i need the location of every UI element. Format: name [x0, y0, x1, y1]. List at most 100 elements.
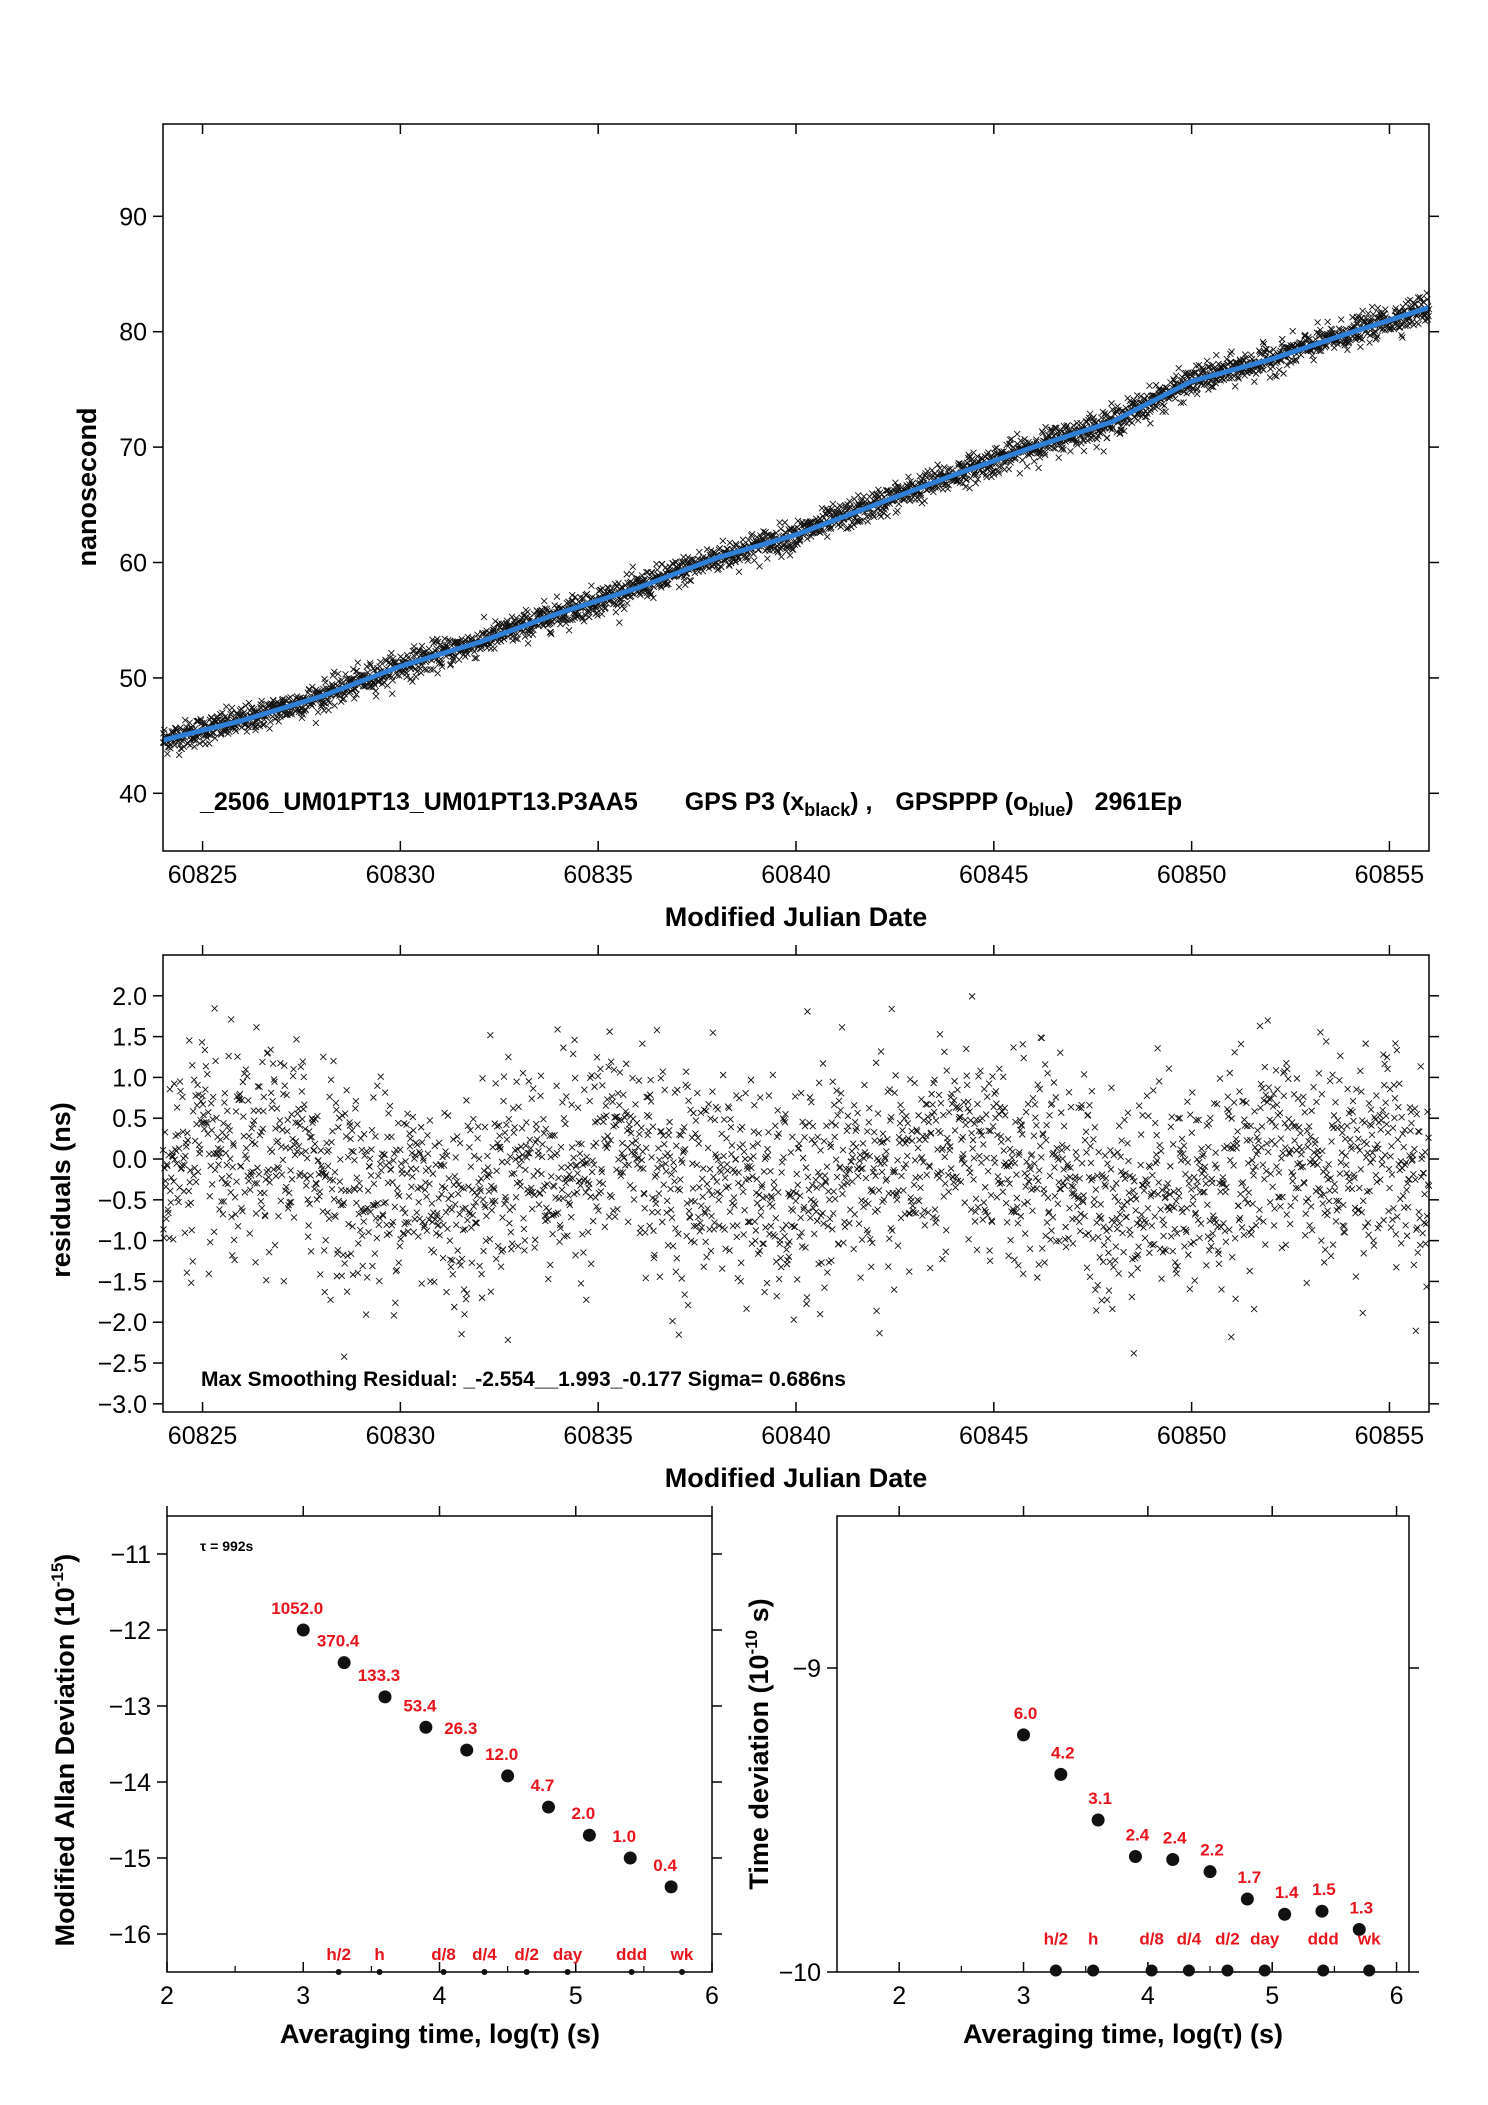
- residual-data-point: [875, 1186, 883, 1194]
- residual-data-point: [175, 1198, 182, 1206]
- residual-data-point: [1066, 1205, 1073, 1212]
- residual-data-point: [1100, 1241, 1108, 1249]
- residual-data-point: [441, 1109, 448, 1117]
- residual-data-point: [755, 1191, 763, 1199]
- residual-data-point: [170, 1178, 178, 1185]
- residual-data-point: [176, 1078, 184, 1085]
- residual-data-point: [366, 1155, 374, 1163]
- phase-data-point: [240, 709, 248, 716]
- residual-data-point: [303, 1154, 311, 1162]
- residual-data-point: [414, 1233, 422, 1240]
- residual-data-point: [485, 1188, 493, 1195]
- residual-data-point: [1123, 1198, 1131, 1206]
- residual-data-point: [917, 1184, 924, 1191]
- residual-data-point: [1134, 1265, 1142, 1272]
- residual-data-point: [435, 1195, 443, 1202]
- residual-data-point: [771, 1122, 779, 1130]
- phase-data-point: [750, 550, 757, 558]
- residual-data-point: [1020, 1054, 1028, 1062]
- residual-data-point: [1082, 1128, 1090, 1136]
- residual-data-point: [635, 1077, 643, 1084]
- residual-data-point: [806, 1094, 814, 1101]
- residual-data-point: [1143, 1092, 1151, 1100]
- residual-data-point: [194, 1081, 201, 1089]
- residual-data-point: [1137, 1161, 1144, 1169]
- residual-data-point: [685, 1097, 692, 1105]
- residual-data-point: [646, 1222, 653, 1230]
- phase-data-point: [471, 648, 478, 655]
- residual-data-point: [970, 1176, 977, 1183]
- phase-data-point: [885, 489, 893, 496]
- residual-data-point: [545, 1146, 553, 1153]
- phase-data-point: [331, 702, 338, 709]
- residual-data-point: [894, 1242, 902, 1249]
- residual-data-point: [219, 1211, 227, 1218]
- phase-data-point: [350, 695, 358, 702]
- residual-data-point: [514, 1242, 522, 1250]
- residual-data-point: [796, 1192, 804, 1200]
- residual-data-point: [638, 1124, 645, 1132]
- residual-data-point: [218, 1175, 226, 1182]
- residual-data-point: [267, 1046, 274, 1053]
- residual-data-point: [439, 1254, 447, 1262]
- residual-data-point: [790, 1316, 798, 1324]
- residual-data-point: [253, 1023, 260, 1031]
- phase-data-point: [764, 555, 771, 562]
- residual-data-point: [1104, 1160, 1111, 1167]
- residual-data-point: [793, 1170, 801, 1178]
- residual-data-point: [359, 1262, 367, 1270]
- residual-data-point: [1092, 1186, 1100, 1193]
- residual-data-point: [463, 1097, 470, 1104]
- residual-data-point: [529, 1085, 537, 1092]
- residual-data-point: [757, 1205, 765, 1212]
- phase-data-point: [602, 604, 609, 612]
- residual-data-point: [840, 1239, 847, 1247]
- phase-data-point: [309, 683, 316, 691]
- phase-data-point: [995, 467, 1002, 475]
- phase-annot-ppp: GPSPPP (o: [895, 788, 1028, 816]
- phase-data-point: [691, 569, 699, 577]
- residual-data-point: [894, 1157, 901, 1164]
- residuals-chart: 60825 60830 60835 60840 60845 60850 60855−3.0−…: [46, 945, 1439, 1493]
- phase-data-point: [934, 461, 942, 469]
- residual-data-point: [505, 1053, 512, 1061]
- phase-ytick-label: 40: [119, 780, 147, 808]
- residual-data-point: [1041, 1061, 1049, 1068]
- residual-data-point: [720, 1152, 727, 1160]
- residual-data-point: [273, 1105, 281, 1112]
- residual-data-point: [632, 1137, 640, 1144]
- phase-data-point: [473, 654, 480, 662]
- residual-data-point: [941, 1153, 949, 1161]
- phase-data-point: [1309, 352, 1316, 360]
- residual-data-point: [288, 1111, 295, 1118]
- residual-data-point: [526, 1136, 534, 1144]
- residual-data-point: [394, 1119, 402, 1127]
- residual-data-point: [747, 1076, 755, 1084]
- phase-data-point: [211, 734, 219, 742]
- residual-data-point: [582, 1296, 590, 1304]
- residual-data-point: [1083, 1264, 1091, 1271]
- residual-data-point: [375, 1221, 383, 1229]
- phase-data-point: [966, 484, 973, 492]
- phase-data-point: [223, 703, 230, 710]
- residual-data-point: [1101, 1152, 1109, 1159]
- residual-data-point: [739, 1141, 746, 1148]
- residual-data-point: [406, 1142, 414, 1150]
- residual-data-point: [175, 1145, 183, 1152]
- residual-data-point: [995, 1110, 1003, 1118]
- residual-data-point: [983, 1154, 991, 1162]
- residual-data-point: [310, 1146, 318, 1154]
- residual-data-point: [453, 1133, 461, 1140]
- residual-data-point: [283, 1127, 291, 1135]
- residual-data-point: [183, 1269, 191, 1277]
- phase-data-point: [232, 727, 240, 735]
- residual-data-point: [1087, 1159, 1095, 1167]
- residual-data-point: [854, 1172, 862, 1180]
- residual-data-point: [170, 1080, 178, 1088]
- phase-data-point: [388, 690, 396, 698]
- residual-data-point: [330, 1195, 338, 1203]
- residual-data-point: [991, 1159, 999, 1167]
- residual-data-point: [980, 1085, 988, 1093]
- phase-data-point: [1193, 390, 1201, 398]
- residual-data-point: [456, 1210, 463, 1218]
